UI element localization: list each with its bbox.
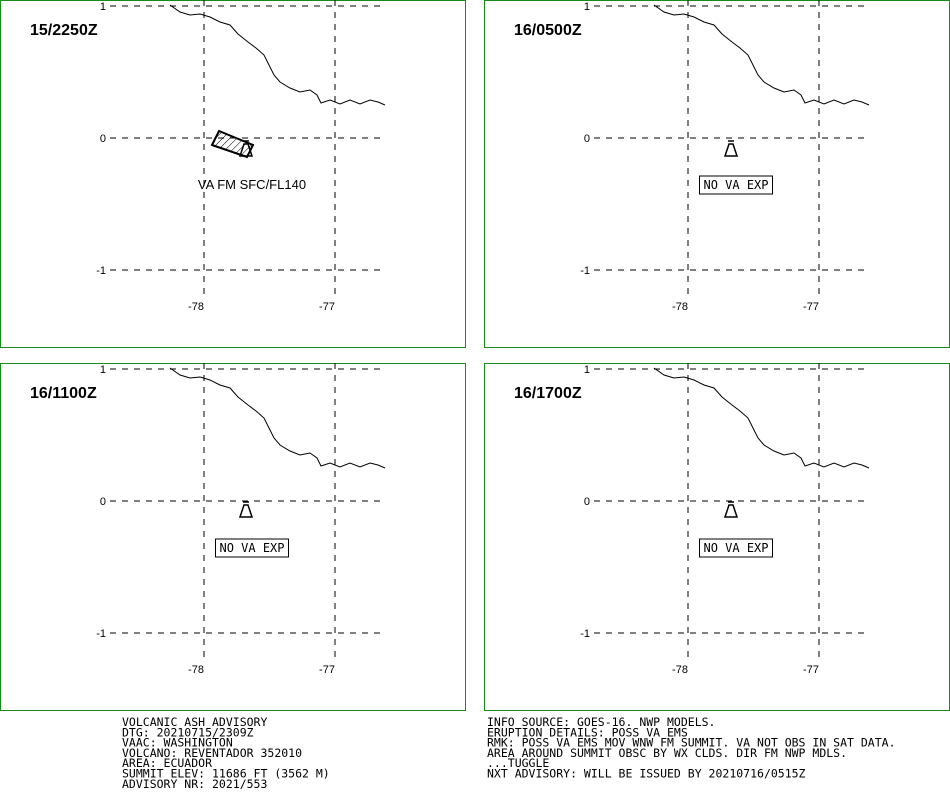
volcano-icon: [723, 501, 739, 518]
lat-tick-label: -1: [96, 628, 106, 640]
coastline: [653, 367, 870, 469]
volcano-icon: [723, 140, 739, 157]
valid-time: 15/2250Z: [30, 22, 98, 39]
ash-annotation: NO VA EXP: [703, 178, 768, 192]
advisory-line: ...TUGGLE: [487, 756, 549, 770]
annotation-box: [214, 538, 290, 558]
lat-tick-label: 0: [584, 133, 590, 145]
lon-tick-label: -77: [803, 664, 819, 676]
advisory-line: VAAC: WASHINGTON: [122, 736, 233, 750]
annotation-box: [698, 175, 774, 195]
advisory-line: DTG: 20210715/2309Z: [122, 725, 254, 739]
annotation-box: [698, 538, 774, 558]
volcano-icon: [238, 140, 254, 157]
lat-tick-label: 0: [100, 133, 106, 145]
lat-tick-label: 1: [100, 1, 106, 13]
map-panel: 1 0 -1 -78 -77 16/0500Z NO VA EXP: [484, 0, 950, 348]
ash-annotation: VA FM SFC/FL140: [198, 177, 306, 192]
advisory-line: ERUPTION DETAILS: POSS VA EMS: [487, 725, 688, 739]
map-panel: 1 0 -1 -78 -77 16/1100Z NO VA EXP: [0, 363, 466, 711]
lat-tick-label: 1: [584, 364, 590, 376]
lat-tick-label: -1: [580, 628, 590, 640]
lon-tick-label: -77: [319, 664, 335, 676]
advisory-line: NXT ADVISORY: WILL BE ISSUED BY 20210716…: [487, 767, 806, 781]
volcano-icon: [238, 501, 254, 518]
ash-annotation: NO VA EXP: [703, 541, 768, 555]
advisory-line: VOLCANIC ASH ADVISORY: [122, 715, 267, 729]
valid-time: 16/0500Z: [514, 22, 582, 39]
lat-tick-label: 0: [584, 496, 590, 508]
lon-tick-label: -77: [803, 301, 819, 313]
coastline: [169, 367, 386, 469]
advisory-line: VOLCANO: REVENTADOR 352010: [122, 746, 302, 760]
advisory-line: AREA AROUND SUMMIT OBSC BY WX CLDS. DIR …: [487, 746, 847, 760]
coastline: [169, 4, 386, 106]
valid-time: 16/1100Z: [30, 385, 97, 402]
lon-tick-label: -78: [188, 664, 204, 676]
lat-tick-label: -1: [96, 265, 106, 277]
lon-tick-label: -78: [672, 664, 688, 676]
panel-frame: [0, 363, 466, 711]
valid-time: 16/1700Z: [514, 385, 582, 402]
advisory-line: AREA: ECUADOR: [122, 756, 212, 770]
advisory-line: ADVISORY NR: 2021/553: [122, 777, 267, 791]
ash-annotation: NO VA EXP: [219, 541, 284, 555]
advisory-line: SUMMIT ELEV: 11686 FT (3562 M): [122, 767, 330, 781]
lon-tick-label: -78: [188, 301, 204, 313]
panel-frame: [0, 0, 466, 348]
advisory-line: RMK: POSS VA EMS MOV WNW FM SUMMIT. VA N…: [487, 736, 896, 750]
lon-tick-label: -78: [672, 301, 688, 313]
advisory-line: INFO SOURCE: GOES-16. NWP MODELS.: [487, 715, 715, 729]
lon-tick-label: -77: [319, 301, 335, 313]
map-panel: 1 0 -1 -78 -77 15/2250Z VA FM SFC/FL140: [0, 0, 466, 348]
ash-area: [210, 129, 255, 159]
lat-tick-label: -1: [580, 265, 590, 277]
lat-tick-label: 0: [100, 496, 106, 508]
lat-tick-label: 1: [584, 1, 590, 13]
lat-tick-label: 1: [100, 364, 106, 376]
map-panel: 1 0 -1 -78 -77 16/1700Z NO VA EXP: [484, 363, 950, 711]
coastline: [653, 4, 870, 106]
